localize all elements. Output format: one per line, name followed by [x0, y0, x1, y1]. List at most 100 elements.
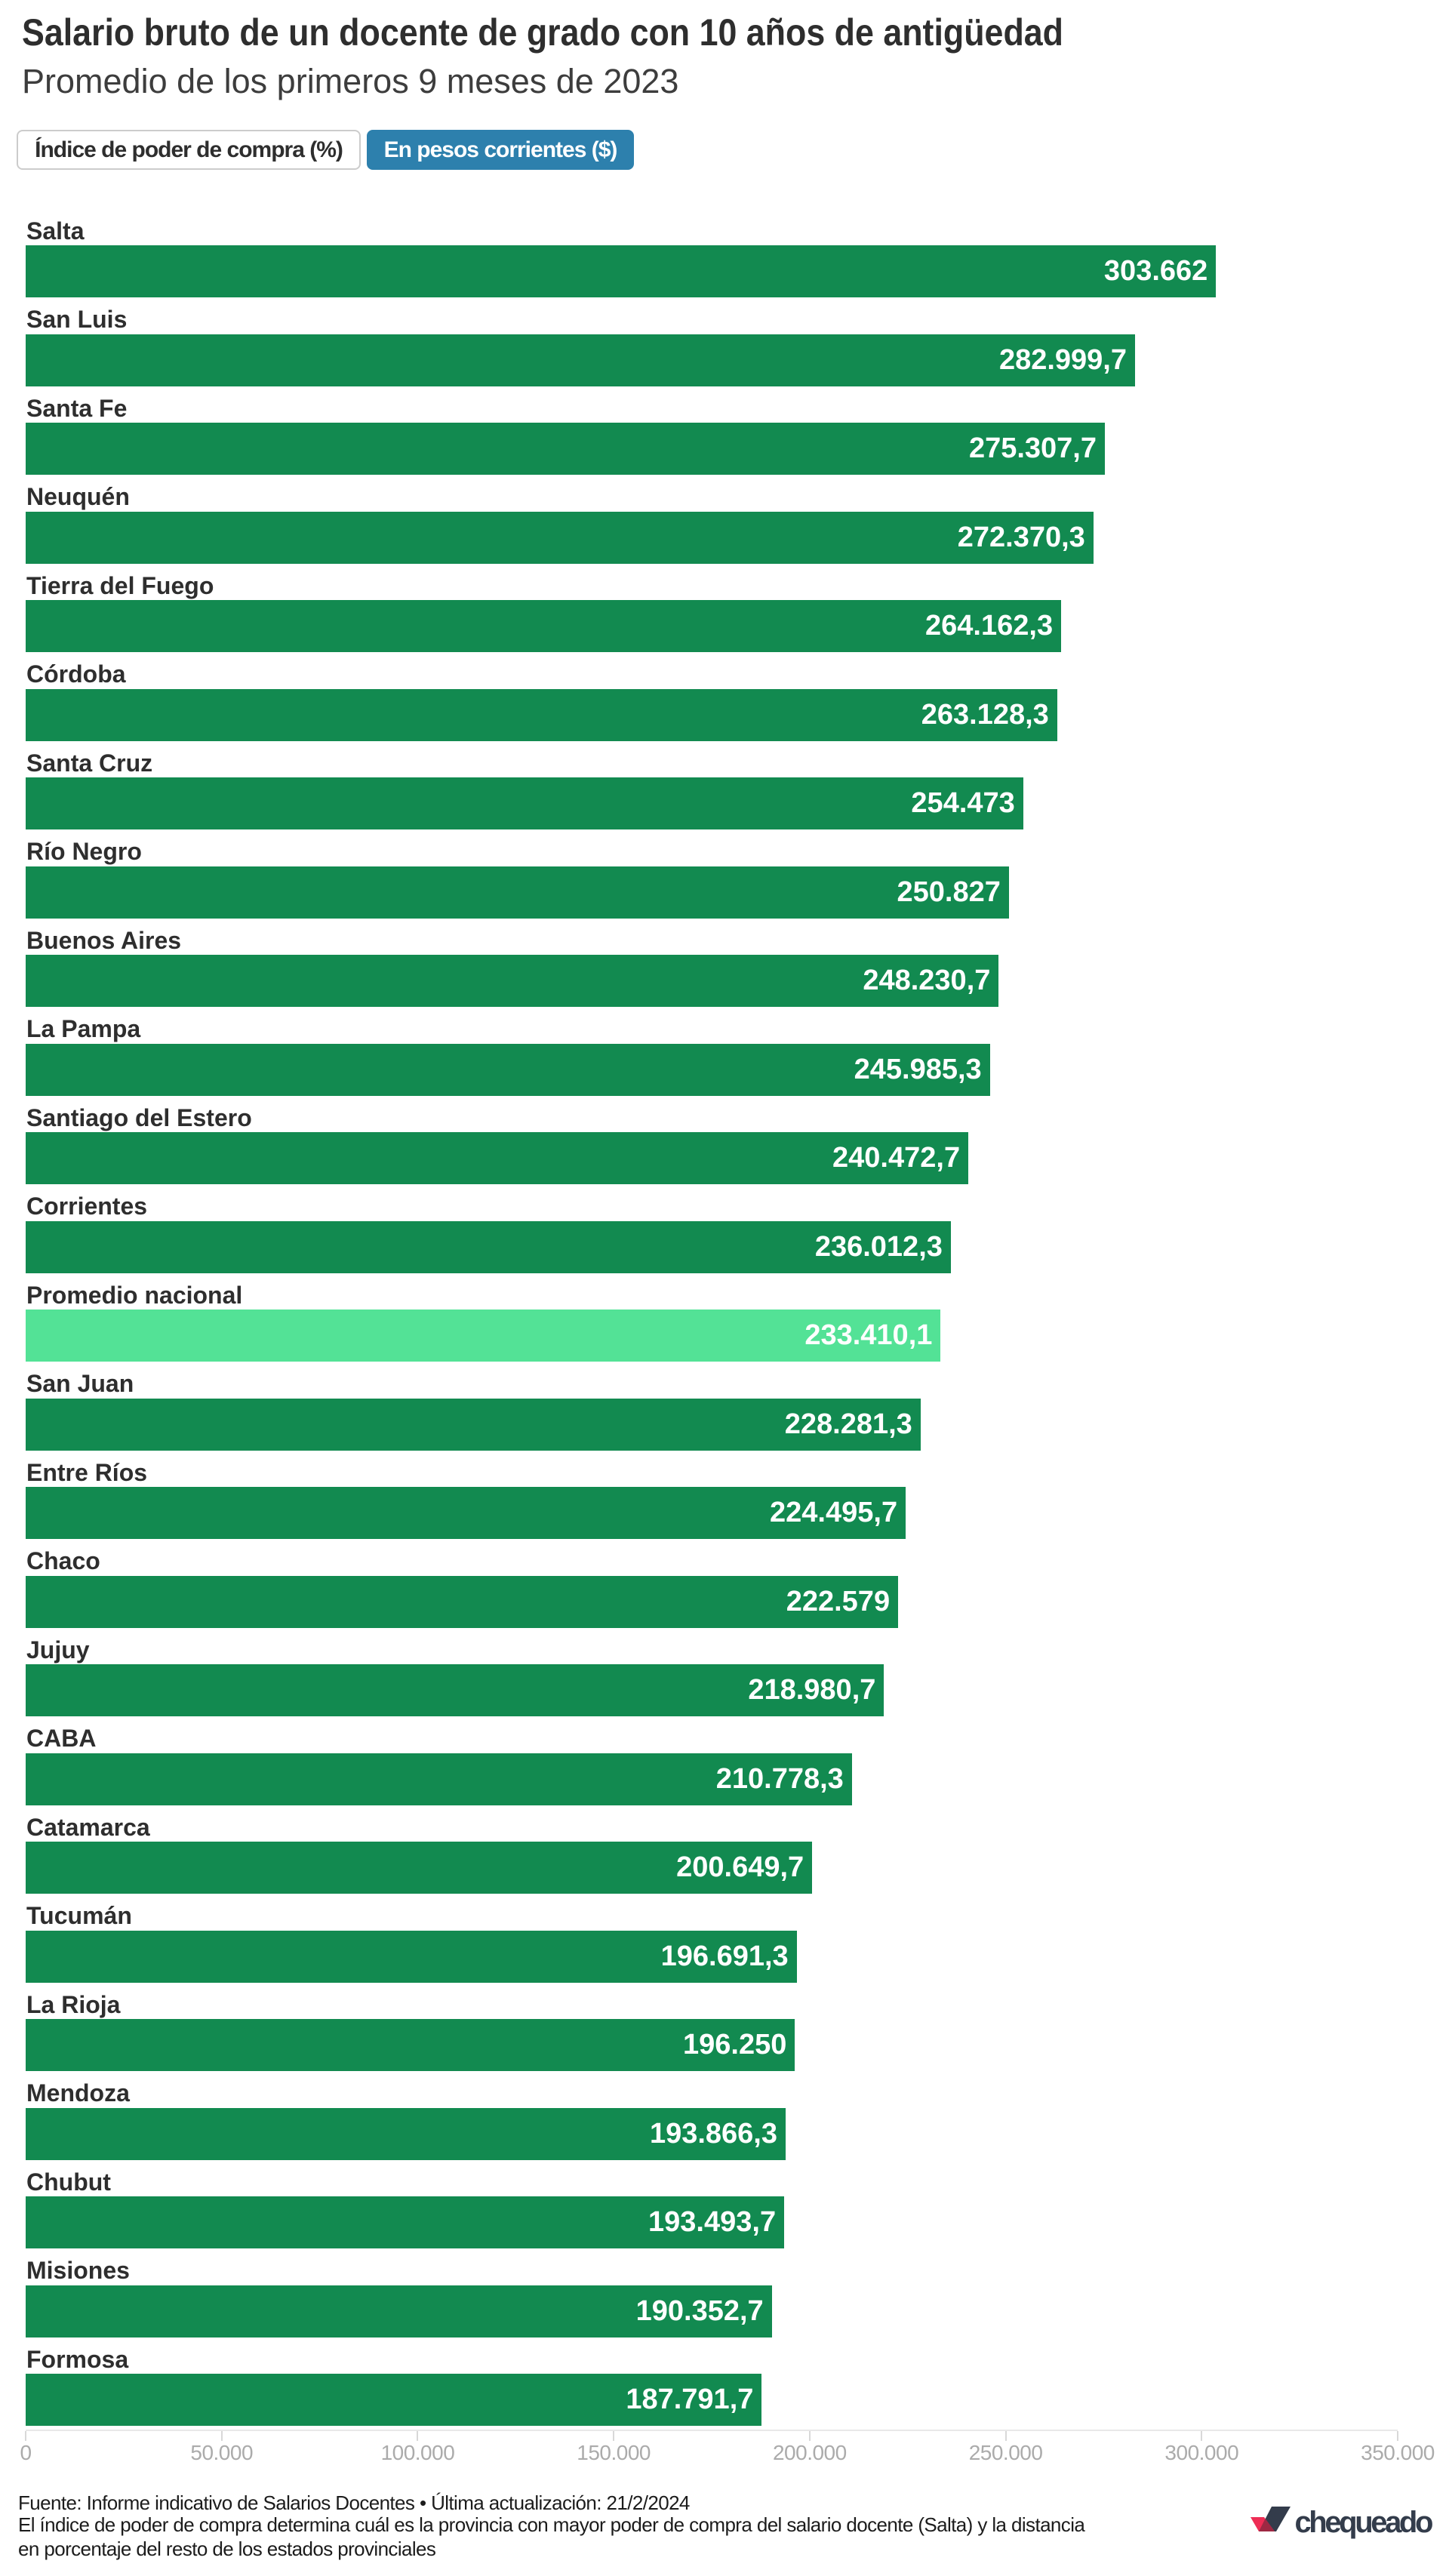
bar-value-label: 218.980,7 — [748, 1674, 876, 1706]
bar-value-label: 240.472,7 — [832, 1142, 961, 1174]
bar-category-label: Promedio nacional — [26, 1281, 243, 1309]
bar-track: 210.778,3 — [26, 1753, 1449, 1805]
bar-category-label: Formosa — [26, 2345, 129, 2373]
bar-track: 193.493,7 — [26, 2196, 1449, 2248]
bar-row: La Pampa 245.985,3 — [0, 1017, 1449, 1096]
bar-category-label: San Juan — [26, 1370, 134, 1397]
bar[interactable]: 228.281,3 — [26, 1398, 921, 1451]
bar-category-label: Neuquén — [26, 483, 130, 510]
bar-track: 190.352,7 — [26, 2285, 1449, 2337]
x-axis-tick — [220, 2431, 223, 2441]
chart-title: Salario bruto de un docente de grado con… — [22, 11, 1064, 54]
bar[interactable]: 236.012,3 — [26, 1220, 951, 1273]
bar-track: 254.473 — [26, 777, 1449, 829]
x-axis-tick-label: 50.000 — [190, 2441, 254, 2464]
bar-category-label: Tierra del Fuego — [26, 571, 214, 599]
x-axis-tick — [1397, 2431, 1398, 2441]
bar[interactable]: 254.473 — [26, 777, 1023, 829]
bar-value-label: 275.307,7 — [968, 432, 1097, 464]
bar-value-label: 233.410,1 — [804, 1319, 933, 1351]
bar-category-label: La Pampa — [26, 1015, 141, 1042]
bar[interactable]: 240.472,7 — [26, 1132, 969, 1184]
bar-value-label: 210.778,3 — [715, 1762, 844, 1795]
bar-category-label: Entre Ríos — [26, 1458, 148, 1486]
bar[interactable]: 210.778,3 — [26, 1753, 852, 1805]
bar-row: San Juan 228.281,3 — [0, 1370, 1449, 1451]
tab-purchasing-power-index[interactable]: Índice de poder de compra (%) — [17, 130, 361, 170]
bar[interactable]: 263.128,3 — [26, 688, 1057, 741]
bar-category-label: Chubut — [26, 2168, 111, 2196]
bar[interactable]: 272.370,3 — [26, 511, 1094, 564]
bar-track: 187.791,7 — [26, 2374, 1449, 2426]
bar-value-label: 264.162,3 — [925, 610, 1054, 642]
bar-track: 193.866,3 — [26, 2107, 1449, 2160]
x-axis-line — [26, 2430, 1398, 2431]
bar-value-label: 303.662 — [1103, 255, 1208, 287]
bar-value-label: 245.985,3 — [854, 1053, 982, 1085]
bar-track: 250.827 — [26, 866, 1449, 919]
bar[interactable]: 196.691,3 — [26, 1930, 797, 1983]
chequeado-logo-text: chequeado — [1294, 2506, 1433, 2539]
bar-value-label: 196.691,3 — [660, 1940, 789, 1972]
bar-category-label: Catamarca — [26, 1813, 150, 1841]
bar-category-label: La Rioja — [26, 1990, 121, 2018]
bar-track: 200.649,7 — [26, 1842, 1449, 1894]
tab-current-pesos[interactable]: En pesos corrientes ($) — [367, 130, 634, 170]
bar-value-label: 200.649,7 — [676, 1851, 804, 1883]
bar-value-label: 248.230,7 — [863, 965, 991, 996]
bar-track: 196.691,3 — [26, 1930, 1449, 1983]
bar[interactable]: 282.999,7 — [26, 334, 1135, 386]
bar-track: 245.985,3 — [26, 1043, 1449, 1096]
bar[interactable]: 218.980,7 — [26, 1664, 884, 1716]
bar[interactable]: 222.579 — [26, 1575, 899, 1628]
bar[interactable]: 196.250 — [26, 2019, 795, 2071]
bar-row: Santa Fe 275.307,7 — [0, 394, 1449, 475]
x-axis-tick-label: 250.000 — [968, 2441, 1043, 2464]
bar-row: Salta 303.662 — [0, 219, 1449, 297]
bar[interactable]: 245.985,3 — [26, 1043, 990, 1096]
bar[interactable]: 193.866,3 — [26, 2107, 786, 2160]
unit-switcher: Índice de poder de compra (%) En pesos c… — [17, 130, 634, 170]
bar-category-label: Santa Fe — [26, 394, 128, 422]
bar-row: Tierra del Fuego 264.162,3 — [0, 571, 1449, 652]
chart-footer: Fuente: Informe indicativo de Salarios D… — [0, 2491, 1449, 2562]
bar-value-label: 222.579 — [786, 1585, 891, 1617]
bar-value-label: 254.473 — [911, 787, 1015, 819]
bar-category-label: Tucumán — [26, 1902, 132, 1929]
bar-category-label: Mendoza — [26, 2079, 130, 2107]
bar-row: San Luis 282.999,7 — [0, 306, 1449, 386]
chequeado-logo: chequeado — [1251, 2506, 1433, 2539]
bar-value-label: 263.128,3 — [921, 698, 1049, 731]
bar[interactable]: 264.162,3 — [26, 600, 1062, 652]
bar[interactable]: 193.493,7 — [26, 2196, 785, 2248]
bar-row: La Rioja 196.250 — [0, 1990, 1449, 2071]
bar[interactable]: 303.662 — [26, 245, 1217, 297]
bar[interactable]: 250.827 — [26, 866, 1009, 919]
x-axis-tick-label: 150.000 — [577, 2441, 651, 2464]
chequeado-check-icon — [1251, 2507, 1291, 2531]
bar-track: 224.495,7 — [26, 1487, 1449, 1539]
bar-highlight[interactable]: 233.410,1 — [26, 1310, 941, 1362]
bar-value-label: 228.281,3 — [784, 1408, 912, 1440]
bar[interactable]: 200.649,7 — [26, 1842, 813, 1894]
bar[interactable]: 187.791,7 — [26, 2374, 762, 2426]
bar-track: 236.012,3 — [26, 1220, 1449, 1273]
bar-category-label: San Luis — [26, 306, 128, 333]
bar[interactable]: 275.307,7 — [26, 423, 1105, 475]
x-axis-tick — [1201, 2431, 1203, 2441]
bar-row: CABA 210.778,3 — [0, 1726, 1449, 1805]
bar-row: Río Negro 250.827 — [0, 839, 1449, 919]
bar[interactable]: 248.230,7 — [26, 955, 999, 1007]
bar-value-label: 224.495,7 — [770, 1497, 898, 1528]
bar-track: 263.128,3 — [26, 688, 1449, 741]
bar-track: 248.230,7 — [26, 955, 1449, 1007]
x-axis-tick-label: 0 — [20, 2441, 32, 2464]
bar-category-label: Santiago del Estero — [26, 1103, 252, 1131]
bar[interactable]: 190.352,7 — [26, 2285, 772, 2337]
bar[interactable]: 224.495,7 — [26, 1487, 906, 1539]
bar-row: Promedio nacional 233.410,1 — [0, 1281, 1449, 1362]
bar-row: Córdoba 263.128,3 — [0, 662, 1449, 741]
bar-value-label: 193.493,7 — [648, 2206, 777, 2238]
bar-value-label: 236.012,3 — [814, 1230, 943, 1263]
bar-track: 196.250 — [26, 2019, 1449, 2071]
